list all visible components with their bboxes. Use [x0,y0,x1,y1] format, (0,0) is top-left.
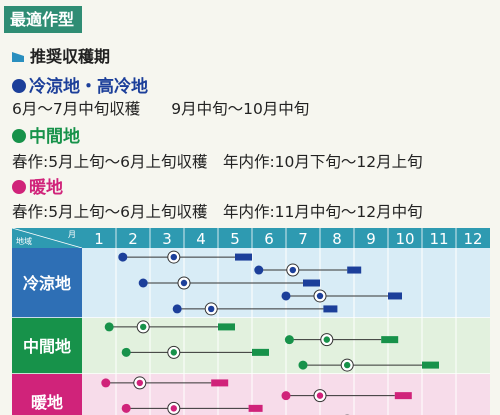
harvest-bar [218,323,235,331]
month-tick-label: 1 [94,230,104,248]
harvest-bar [381,336,399,344]
dot-icon [12,180,26,194]
sowing-dot [121,403,131,413]
sowing-dot [281,291,291,301]
month-tick-label: 11 [429,230,448,248]
row-label-bg [12,318,82,374]
corner-diagonal [11,227,83,249]
planting-dot [289,266,296,274]
sowing-dot [138,278,148,288]
row-label: 冷涼地 [23,274,71,293]
region-heading-mid: 中間地 [12,122,80,147]
row-label-bg [12,374,82,415]
region-line: 春作:5月上旬～6月上旬収穫 年内作:11月中旬～12月中旬 [12,203,423,221]
month-tick-label: 8 [332,230,342,248]
harvest-bar [211,379,229,387]
month-tick-label: 2 [128,230,138,248]
harvest-bar [394,392,412,400]
harvest-bar [323,305,338,313]
row-label: 中間地 [23,337,71,356]
planting-dot [208,305,215,313]
region-name: 冷涼地・高冷地 [29,77,148,97]
planting-dot [316,392,324,399]
month-tick-label: 3 [162,230,172,248]
month-tick-label: 6 [264,230,274,248]
planting-dot [316,292,324,300]
planting-dot [170,349,177,356]
sowing-dot [121,347,131,357]
harvest-bar [388,292,402,300]
month-tick-label: 4 [196,230,206,248]
region-name: 暖地 [29,178,63,198]
month-header-bar [12,228,490,248]
section-title: 推奨収穫期 [12,43,110,67]
harvest-bar [347,266,362,274]
sowing-dot [298,360,308,370]
region-line: 春作:5月上旬～6月上旬収穫 年内作:10月下旬～12月上旬 [12,153,423,171]
section-title-text: 推奨収穫期 [30,47,111,66]
region-heading-cool: 冷涼地・高冷地 [12,72,148,97]
planting-dot [136,379,143,387]
harvest-bar [235,253,252,261]
harvest-bar [422,361,439,369]
harvest-bar [252,348,269,356]
month-tick-label: 10 [395,230,414,248]
row-label-bg [12,248,82,318]
row-label: 暖地 [31,393,63,412]
row-band [12,318,490,374]
sowing-dot [104,322,114,332]
month-tick-label: 7 [298,230,308,248]
planting-dot [140,323,147,331]
sowing-dot [254,265,264,275]
planting-dot [344,361,351,369]
planting-dot [170,405,177,412]
sowing-dot [118,252,128,262]
month-tick-label: 5 [230,230,240,248]
planting-dot [170,253,177,261]
sowing-dot [101,378,111,388]
harvest-bar [303,279,320,287]
month-tick-label: 12 [463,230,482,248]
harvest-bar [248,404,263,412]
page-title: 最適作型 [4,6,82,33]
planting-dot [323,336,330,343]
corner-region-label: 地域 [16,236,32,246]
dot-icon [12,79,26,93]
sowing-dot [284,335,294,345]
region-name: 中間地 [29,127,80,147]
bullet-icon [12,52,24,62]
month-tick-label: 9 [366,230,376,248]
region-heading-warm: 暖地 [12,173,63,198]
corner-month-label: 月 [68,230,76,239]
region-line: 6月～7月中旬収穫 9月中旬～10月中旬 [12,100,310,118]
sowing-dot [281,391,291,401]
planting-dot [180,279,188,287]
dot-icon [12,129,26,143]
sowing-dot [172,304,182,314]
